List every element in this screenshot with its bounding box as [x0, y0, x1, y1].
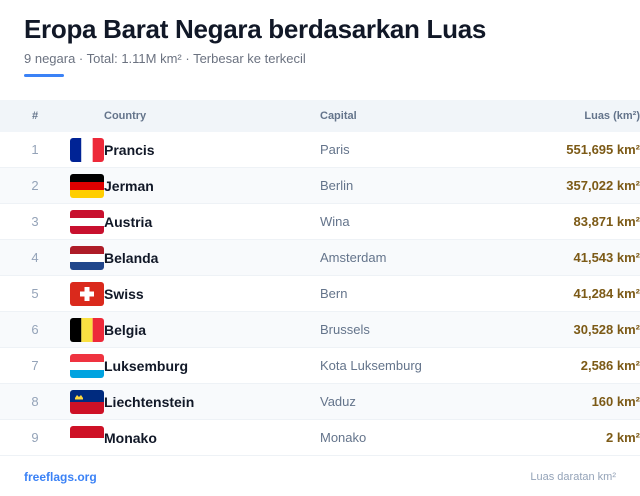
flag-belgium-icon	[70, 317, 104, 342]
row-rank: 6	[31, 322, 39, 337]
capital-name: Kota Luksemburg	[320, 358, 422, 373]
capital-name: Wina	[320, 214, 350, 229]
table-row[interactable]: 4 Belanda Amsterdam 41,543 km²	[0, 240, 640, 276]
country-name: Belanda	[104, 249, 159, 266]
flag-france-icon	[70, 137, 104, 162]
capital-name: Bern	[320, 286, 348, 301]
column-header-capital[interactable]: Capital	[320, 110, 357, 122]
row-rank: 1	[31, 142, 39, 157]
page-subtitle: 9 negara · Total: 1.11M km² · Terbesar k…	[24, 51, 306, 66]
country-name: Jerman	[104, 177, 154, 194]
area-value: 83,871 km²	[573, 214, 640, 229]
flag-germany-icon	[70, 173, 104, 198]
capital-name: Berlin	[320, 178, 354, 193]
column-header-country[interactable]: Country	[104, 110, 147, 122]
area-value: 30,528 km²	[573, 322, 640, 337]
source-link[interactable]: freeflags.org	[24, 470, 97, 484]
row-rank: 9	[31, 430, 39, 445]
area-value: 551,695 km²	[566, 142, 640, 157]
column-header-number[interactable]: #	[31, 110, 39, 122]
row-rank: 7	[31, 358, 39, 373]
column-header-area[interactable]: Luas (km²)	[584, 110, 640, 122]
flag-monaco-icon	[70, 425, 104, 450]
capital-name: Brussels	[320, 322, 370, 337]
country-name: Prancis	[104, 141, 155, 158]
area-value: 357,022 km²	[566, 178, 640, 193]
area-value: 41,543 km²	[573, 250, 640, 265]
table-row[interactable]: 9 Monako Monako 2 km²	[0, 420, 640, 456]
flag-liechtenstein-icon	[70, 389, 104, 414]
table-row[interactable]: 2 Jerman Berlin 357,022 km²	[0, 168, 640, 204]
row-rank: 4	[31, 250, 39, 265]
country-name: Austria	[104, 213, 153, 230]
area-value: 2,586 km²	[580, 358, 640, 373]
row-rank: 8	[31, 394, 39, 409]
flag-luxembourg-icon	[70, 353, 104, 378]
row-rank: 5	[31, 286, 39, 301]
area-value: 160 km²	[591, 394, 640, 409]
table-header: # Country Capital Luas (km²)	[0, 100, 640, 132]
countries-table: # Country Capital Luas (km²) 1 Prancis P…	[0, 100, 640, 456]
table-row[interactable]: 1 Prancis Paris 551,695 km²	[0, 132, 640, 168]
flag-austria-icon	[70, 209, 104, 234]
capital-name: Amsterdam	[320, 250, 387, 265]
footer-note: Luas daratan km²	[530, 471, 616, 483]
country-name: Liechtenstein	[104, 393, 195, 410]
country-name: Belgia	[104, 321, 147, 338]
table-row[interactable]: 5 Swiss Bern 41,284 km²	[0, 276, 640, 312]
table-row[interactable]: 6 Belgia Brussels 30,528 km²	[0, 312, 640, 348]
title-accent-bar	[24, 74, 64, 77]
flag-netherlands-icon	[70, 245, 104, 270]
capital-name: Paris	[320, 142, 350, 157]
country-name: Swiss	[104, 285, 144, 302]
country-name: Luksemburg	[104, 357, 189, 374]
footer: freeflags.org Luas daratan km²	[24, 470, 616, 484]
header: Eropa Barat Negara berdasarkan Luas 9 ne…	[24, 12, 616, 77]
area-value: 41,284 km²	[573, 286, 640, 301]
capital-name: Vaduz	[320, 394, 356, 409]
table-row[interactable]: 8 Liechtenstein Vaduz 160 km²	[0, 384, 640, 420]
country-name: Monako	[104, 429, 157, 446]
page-title: Eropa Barat Negara berdasarkan Luas	[24, 14, 487, 44]
row-rank: 2	[31, 178, 39, 193]
row-rank: 3	[31, 214, 39, 229]
area-value: 2 km²	[606, 430, 640, 445]
flag-switzerland-icon	[70, 281, 104, 306]
table-row[interactable]: 7 Luksemburg Kota Luksemburg 2,586 km²	[0, 348, 640, 384]
capital-name: Monako	[320, 430, 367, 445]
table-row[interactable]: 3 Austria Wina 83,871 km²	[0, 204, 640, 240]
